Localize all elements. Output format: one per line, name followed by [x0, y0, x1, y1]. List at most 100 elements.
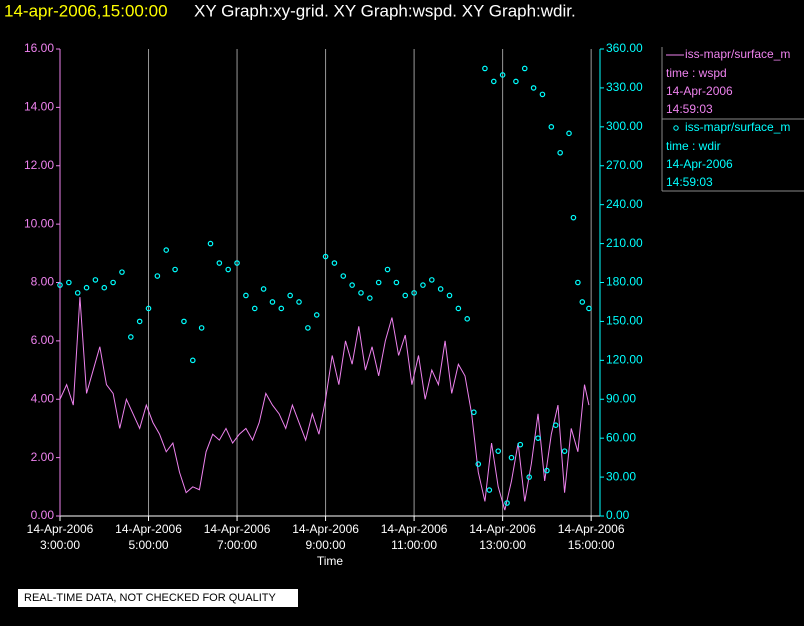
wdir-point: [207, 240, 214, 247]
y2-tick-label: 180.00: [606, 275, 643, 289]
x-tick-label: 14-Apr-2006 11:00:00: [381, 522, 448, 552]
y-tick-label: 8.00: [31, 275, 55, 289]
x-axis-label: Time: [317, 554, 344, 568]
y-tick-label: 2.00: [31, 450, 55, 464]
wdir-point: [66, 279, 72, 286]
wdir-point: [402, 292, 409, 299]
y-tick-label: 12.00: [24, 158, 54, 172]
footer: REAL-TIME DATA, NOT CHECKED FOR QUALITY: [24, 592, 276, 604]
y2-tick-label: 300.00: [606, 119, 643, 133]
y2-tick-label: 90.00: [606, 391, 636, 405]
wdir-point: [172, 266, 178, 273]
y-tick-label: 16.00: [24, 41, 54, 55]
wdir-point: [331, 260, 338, 266]
y2-tick-label: 60.00: [606, 430, 636, 444]
wdir-point: [322, 253, 329, 260]
wdir-point: [349, 282, 355, 288]
wdir-point: [539, 91, 546, 98]
wdir-point: [225, 266, 231, 273]
wdir-point: [548, 124, 555, 130]
wdir-point: [119, 269, 125, 275]
wdir-point: [83, 284, 90, 291]
wdir-point: [251, 305, 258, 312]
y-tick-label: 4.00: [31, 391, 55, 405]
wdir-point: [464, 316, 471, 322]
y2-tick-label: 270.00: [606, 158, 643, 172]
legend-info: time : wspd: [666, 66, 727, 80]
y-tick-label: 0.00: [31, 508, 55, 522]
wdir-point: [429, 277, 435, 283]
wdir-point: [57, 282, 63, 288]
x-tick-label: 14-Apr-2006 7:00:00: [204, 522, 271, 552]
y2-tick-label: 120.00: [606, 353, 643, 367]
wdir-point: [490, 78, 497, 85]
wdir-point: [575, 279, 581, 286]
wdir-point: [544, 467, 550, 474]
legend-marker: [673, 125, 679, 131]
wdir-point: [482, 65, 488, 72]
wdir-point: [561, 448, 568, 454]
wdir-point: [358, 290, 364, 296]
y-tick-label: 14.00: [24, 100, 54, 114]
wdir-point: [552, 422, 559, 428]
x-tick-label: 14-Apr-2006 13:00:00: [469, 522, 536, 552]
wdir-point: [411, 290, 417, 296]
y2-tick-label: 240.00: [606, 197, 643, 211]
y2-tick-label: 210.00: [606, 236, 643, 250]
title-time: 14-apr-2006,15:00:00: [4, 1, 168, 20]
y2-tick-label: 0.00: [606, 508, 630, 522]
x-tick-label: 14-Apr-2006 3:00:00: [27, 522, 94, 552]
y2-tick-label: 150.00: [606, 314, 643, 328]
wdir-point: [305, 325, 311, 331]
y-tick-label: 6.00: [31, 333, 55, 347]
wdir-point: [296, 299, 302, 305]
wdir-point: [437, 286, 444, 292]
y2-tick-label: 330.00: [606, 80, 643, 94]
wdir-point: [566, 130, 572, 137]
legend-info: 14:59:03: [666, 102, 713, 116]
wdir-point: [154, 273, 161, 279]
legend-info: 14-Apr-2006: [666, 84, 733, 98]
footer-box: [18, 589, 298, 607]
wdir-point: [526, 474, 532, 480]
wdir-point: [486, 487, 493, 493]
wdir-point: [74, 290, 81, 296]
wdir-point: [260, 286, 267, 292]
chart-title: XY Graph:xy-grid. XY Graph:wspd. XY Grap…: [194, 1, 576, 20]
x-tick-label: 14-Apr-2006 9:00:00: [292, 522, 359, 552]
wdir-point: [495, 448, 501, 454]
wdir-point: [446, 292, 453, 299]
wdir-point: [508, 454, 515, 461]
wdir-point: [198, 325, 205, 331]
wdir-point: [234, 260, 240, 266]
wdir-point: [557, 149, 563, 156]
y-tick-label: 10.00: [24, 216, 54, 230]
wdir-point: [455, 305, 462, 312]
x-tick-label: 14-Apr-2006 15:00:00: [558, 522, 625, 552]
wdir-point: [243, 292, 249, 299]
wdir-point: [367, 295, 373, 301]
wdir-point: [530, 85, 537, 91]
wdir-point: [340, 273, 347, 279]
wdir-point: [216, 260, 223, 266]
wdir-point: [384, 266, 391, 273]
legend-info: 14-Apr-2006: [666, 157, 733, 171]
wdir-point: [136, 318, 143, 325]
wdir-point: [287, 292, 293, 299]
wdir-point: [393, 279, 400, 286]
wdir-point: [586, 305, 592, 312]
wdir-point: [128, 334, 134, 340]
wdir-point: [471, 409, 477, 416]
x-tick-label: 14-Apr-2006 5:00:00: [115, 522, 182, 552]
wdir-point: [163, 247, 170, 253]
wdir-point: [579, 299, 586, 305]
wdir-point: [101, 284, 108, 291]
y2-tick-label: 360.00: [606, 41, 643, 55]
legend-info: time : wdir: [666, 139, 721, 153]
wdir-point: [513, 78, 519, 85]
legend-name: iss-mapr/surface_m: [685, 47, 790, 61]
legend-info: 14:59:03: [666, 175, 713, 189]
wdir-point: [570, 214, 577, 221]
